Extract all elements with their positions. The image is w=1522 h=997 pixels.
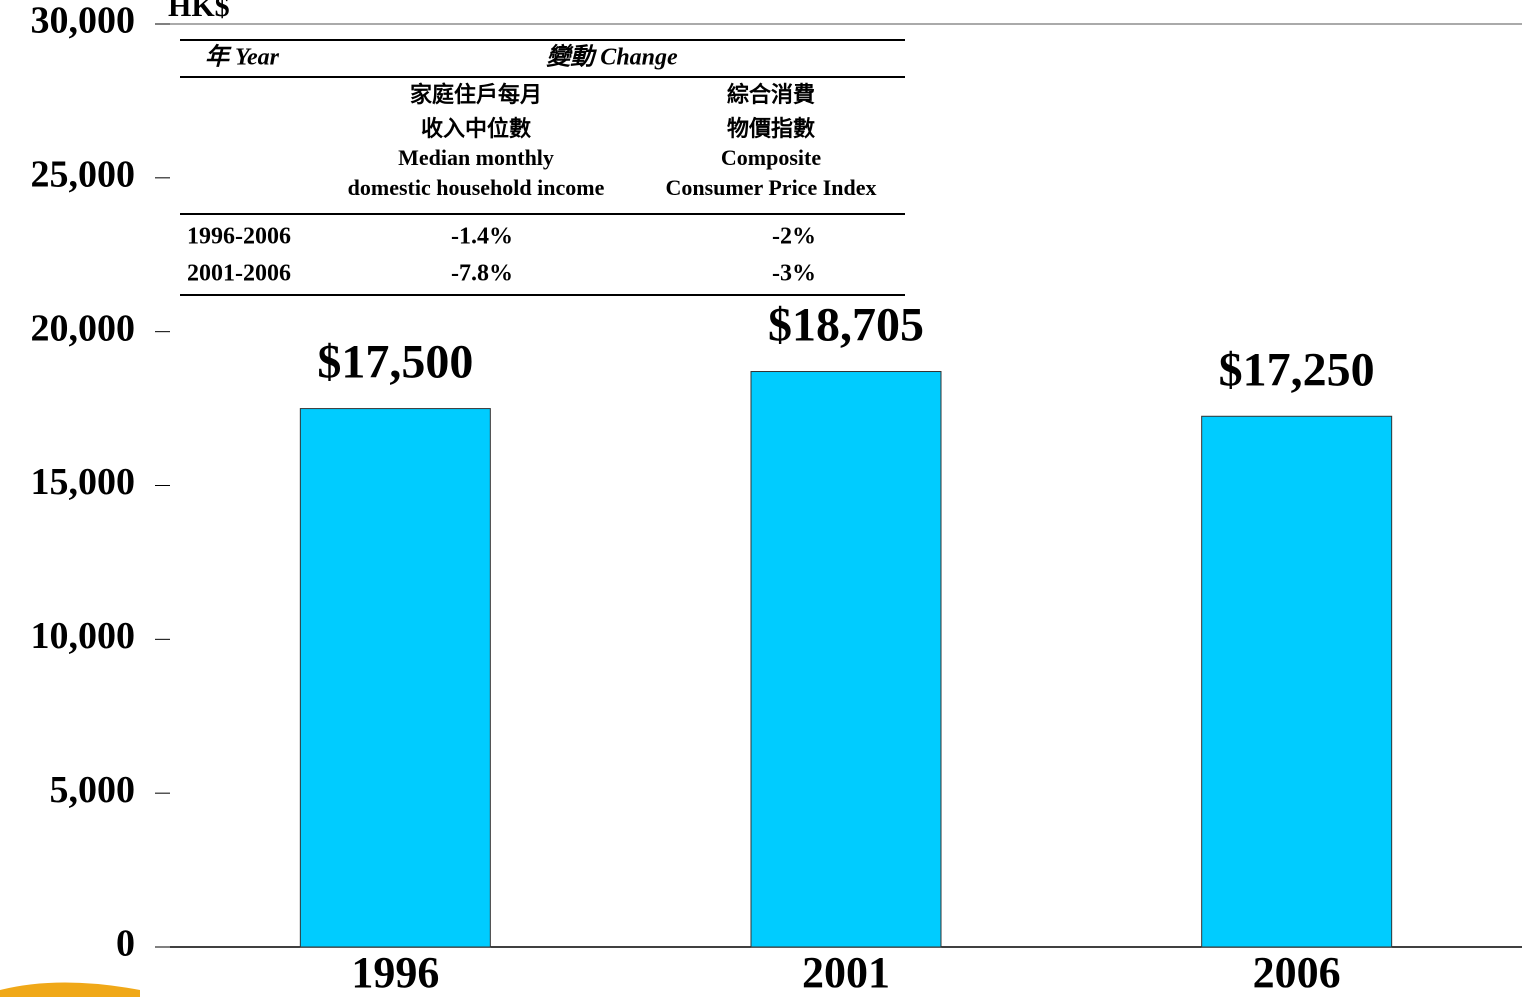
table-header: 變動 Change <box>546 44 678 71</box>
y-tick-label: 30,000 <box>31 0 136 42</box>
table-header: 年 Year <box>205 44 280 71</box>
column-header: Median monthly <box>398 145 554 170</box>
bar <box>750 371 942 948</box>
table: 年 Year 變動 Change 家庭住戶每月 收入中位數 Median mon… <box>180 39 905 296</box>
table-cell: -3% <box>772 261 816 287</box>
column-header: 家庭住戶每月 <box>410 82 542 107</box>
y-tick-label: 0 <box>116 923 135 965</box>
decoration <box>0 982 140 997</box>
table-cell: -1.4% <box>451 224 513 250</box>
x-tick-label: 2001 <box>802 948 890 997</box>
table-cell: 1996-2006 <box>187 224 291 250</box>
table-cell: -7.8% <box>451 261 513 287</box>
data-label: $17,250 <box>1219 343 1375 396</box>
x-tick-label: 2006 <box>1253 948 1341 997</box>
y-tick-label: 20,000 <box>31 307 136 349</box>
table-cell: -2% <box>772 224 816 250</box>
column-header: Consumer Price Index <box>665 175 876 200</box>
data-label: $17,500 <box>317 336 473 389</box>
column-header: 收入中位數 <box>421 116 531 141</box>
unit-label: HK$ <box>168 0 230 23</box>
data-label: $18,705 <box>768 299 924 352</box>
table-cell: 2001-2006 <box>187 261 291 287</box>
column-header: 綜合消費 <box>727 82 815 107</box>
y-tick-label: 5,000 <box>50 769 136 811</box>
y-tick-label: 15,000 <box>31 461 136 503</box>
column-header: 物價指數 <box>727 116 815 141</box>
y-tick-label: 25,000 <box>31 154 136 196</box>
bar <box>299 408 491 948</box>
y-tick-label: 10,000 <box>31 615 136 657</box>
column-header: domestic household income <box>348 175 605 200</box>
x-tick-label: 1996 <box>351 948 439 997</box>
bar <box>1201 415 1393 948</box>
column-header: Composite <box>721 145 821 170</box>
